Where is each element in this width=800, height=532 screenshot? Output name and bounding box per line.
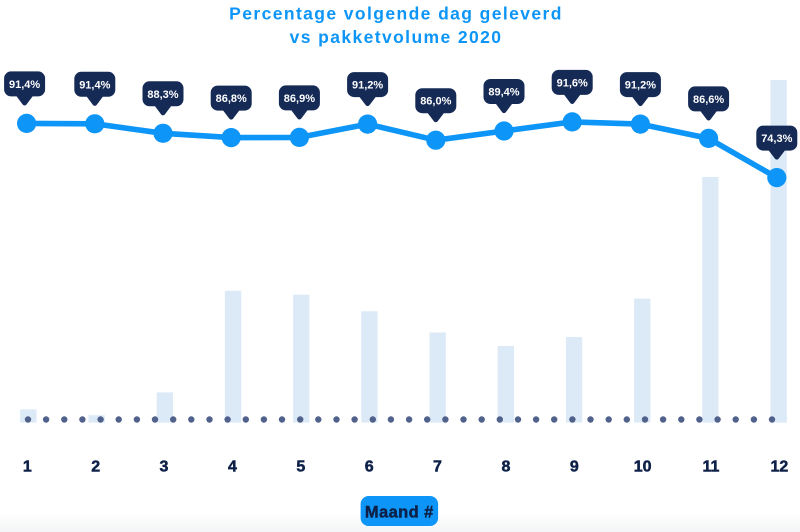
svg-text:4: 4 — [228, 459, 237, 476]
svg-text:86,0%: 86,0% — [420, 96, 451, 108]
svg-text:91,6%: 91,6% — [557, 77, 588, 89]
svg-text:91,4%: 91,4% — [79, 79, 110, 91]
svg-text:91,2%: 91,2% — [352, 80, 383, 92]
svg-text:2: 2 — [91, 459, 100, 476]
svg-text:10: 10 — [634, 459, 652, 476]
svg-text:Percentage volgende dag geleve: Percentage volgende dag geleverd — [229, 4, 563, 24]
svg-text:8: 8 — [501, 459, 510, 476]
svg-text:9: 9 — [570, 459, 579, 476]
svg-text:12: 12 — [771, 459, 789, 476]
svg-text:86,9%: 86,9% — [284, 93, 315, 105]
svg-text:1: 1 — [23, 459, 32, 476]
svg-text:vs pakketvolume 2020: vs pakketvolume 2020 — [290, 27, 503, 47]
svg-text:5: 5 — [296, 459, 305, 476]
svg-text:91,4%: 91,4% — [9, 79, 40, 91]
svg-text:86,8%: 86,8% — [216, 93, 247, 105]
svg-text:89,4%: 89,4% — [488, 87, 519, 99]
svg-text:7: 7 — [433, 459, 442, 476]
svg-text:6: 6 — [365, 459, 374, 476]
svg-text:3: 3 — [160, 459, 169, 476]
svg-text:86,6%: 86,6% — [693, 94, 724, 106]
svg-text:11: 11 — [703, 459, 720, 476]
svg-text:88,3%: 88,3% — [147, 89, 178, 101]
svg-text:Maand #: Maand # — [365, 504, 434, 522]
svg-text:91,2%: 91,2% — [625, 80, 656, 92]
svg-text:74,3%: 74,3% — [761, 133, 792, 145]
